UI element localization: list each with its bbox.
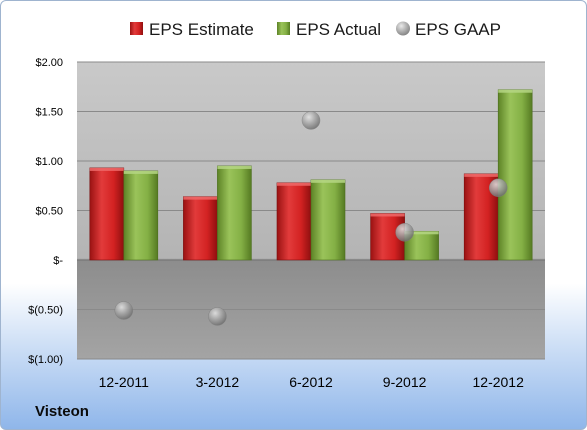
gaap-points: [114, 111, 508, 326]
actual-bar-cap: [123, 170, 158, 174]
gaap-point: [395, 223, 414, 242]
legend-swatch: [396, 21, 410, 36]
gaap-point: [208, 307, 227, 326]
y-tick-label: $0.50: [35, 206, 63, 218]
gaap-point: [114, 301, 134, 320]
y-tick-label: $2.00: [35, 57, 63, 69]
actual-bar: [310, 179, 346, 261]
legend-swatch: [277, 22, 290, 35]
legend-label: EPS GAAP: [415, 20, 501, 39]
estimate-bar-cap: [277, 182, 311, 186]
y-tick-label: $(1.00): [28, 354, 63, 366]
actual-bar: [217, 165, 252, 261]
actual-bar: [123, 170, 159, 261]
gaap-point: [301, 111, 321, 130]
x-category-label: 6-2012: [289, 374, 333, 390]
actual-bar-cap: [311, 179, 345, 183]
estimate-bar-cap: [464, 173, 499, 177]
company-name: Visteon: [35, 403, 89, 420]
legend-label: EPS Estimate: [149, 20, 254, 39]
legend: EPS Estimate EPS Actual EPS GAAP: [130, 20, 501, 39]
x-category-label: 3-2012: [196, 374, 240, 390]
estimate-bar-cap: [370, 213, 405, 217]
y-tick-label: $1.00: [35, 156, 63, 168]
bars: [89, 89, 533, 261]
x-category-label: 9-2012: [383, 374, 427, 390]
y-tick-label: $(0.50): [28, 305, 63, 317]
x-category-label: 12-2011: [99, 374, 150, 390]
actual-bar-cap: [404, 231, 439, 235]
estimate-bar: [276, 182, 312, 261]
estimate-bar-cap: [89, 167, 124, 171]
x-axis-categories: 12-2011 3-2012 6-2012 9-2012 12-2012: [99, 374, 524, 390]
legend-swatch: [130, 22, 143, 35]
x-category-label: 12-2012: [473, 374, 525, 390]
estimate-bar: [89, 167, 125, 261]
y-tick-label: $1.50: [35, 107, 63, 119]
y-tick-label: $-: [53, 255, 63, 267]
estimate-bar-cap: [183, 196, 218, 200]
y-axis-ticks: $2.00 $1.50 $1.00 $0.50 $- $(0.50) $(1.00): [28, 57, 63, 366]
actual-bar: [497, 89, 533, 261]
actual-bar-cap: [217, 165, 252, 169]
actual-bar-cap: [498, 89, 533, 93]
gaap-point: [488, 178, 508, 197]
legend-label: EPS Actual: [296, 20, 381, 39]
estimate-bar: [183, 196, 218, 261]
